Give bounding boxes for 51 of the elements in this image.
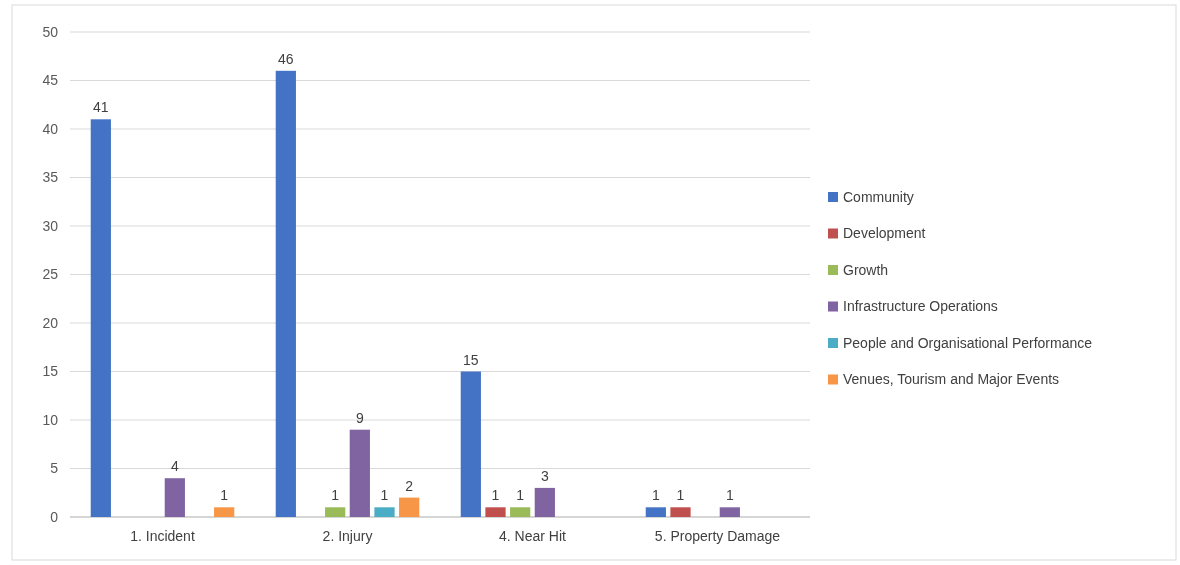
data-label: 1 (380, 487, 389, 504)
x-tick-label: 2. Injury (322, 528, 373, 544)
bar (399, 497, 420, 517)
legend-label: People and Organisational Performance (843, 334, 1093, 351)
y-tick-label: 10 (42, 411, 59, 428)
bar (90, 119, 111, 517)
legend-label: Venues, Tourism and Major Events (843, 371, 1060, 388)
data-label: 1 (725, 487, 734, 504)
bar (325, 507, 346, 517)
legend-label: Community (843, 188, 914, 205)
data-label: 1 (651, 487, 660, 504)
y-tick-label: 5 (50, 460, 59, 477)
data-label: 3 (540, 467, 549, 484)
y-tick-label: 25 (42, 266, 59, 283)
legend-label: Infrastructure Operations (843, 298, 998, 315)
x-tick-label: 5. Property Damage (654, 528, 781, 544)
y-tick-label: 45 (42, 72, 59, 89)
data-label: 2 (405, 477, 414, 494)
y-tick-label: 30 (42, 217, 59, 234)
data-label: 1 (516, 487, 525, 504)
bar (719, 507, 740, 517)
data-label: 1 (220, 487, 229, 504)
bar (670, 507, 691, 517)
bar (349, 429, 370, 517)
bar (460, 371, 481, 517)
bar (374, 507, 395, 517)
data-label: 1 (331, 487, 340, 504)
data-label: 1 (491, 487, 500, 504)
data-label: 1 (676, 487, 685, 504)
y-tick-label: 35 (42, 169, 59, 186)
bar (534, 487, 555, 517)
bar (164, 478, 185, 517)
x-tick-label: 4. Near Hit (499, 528, 567, 544)
x-tick-label: 1. Incident (130, 528, 195, 544)
bar (275, 70, 296, 517)
y-tick-label: 15 (42, 363, 59, 380)
data-label: 9 (355, 409, 364, 426)
y-tick-label: 40 (42, 120, 59, 137)
bar (485, 507, 506, 517)
y-tick-label: 20 (42, 314, 59, 331)
bar (645, 507, 666, 517)
data-label: 46 (278, 50, 294, 67)
data-label: 41 (93, 99, 109, 116)
legend-label: Development (843, 225, 926, 242)
legend-label: Growth (843, 261, 889, 278)
y-tick-label: 0 (50, 508, 59, 525)
data-label: 4 (170, 458, 179, 475)
bar (510, 507, 531, 517)
data-label: 15 (463, 351, 479, 368)
bar (214, 507, 235, 517)
y-tick-label: 50 (42, 23, 59, 40)
